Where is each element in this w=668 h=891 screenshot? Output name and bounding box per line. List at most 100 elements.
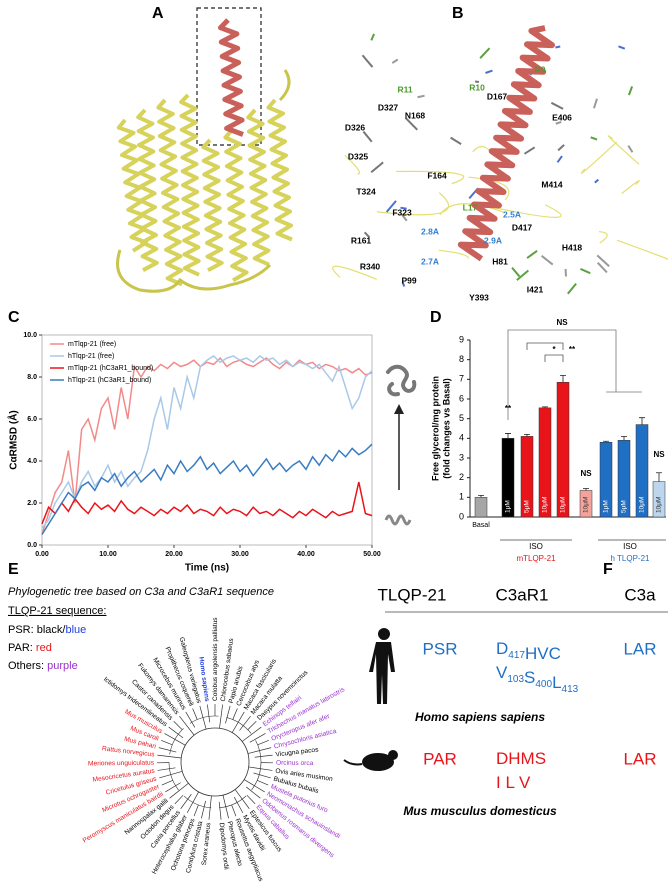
helix — [136, 108, 159, 272]
panel-letter: A — [152, 5, 164, 22]
tree-branch — [185, 711, 196, 728]
legend-label: hTlqp-21 (free) — [68, 353, 114, 360]
y-tick-label: 8.0 — [27, 374, 37, 381]
group-label: ISO — [529, 542, 543, 551]
peptide-helix — [218, 18, 245, 137]
bracket — [544, 354, 564, 362]
residue-label: F323 — [392, 207, 412, 217]
tree-title: Phylogenetic tree based on C3a and C3aR1… — [8, 586, 274, 598]
side-chain — [594, 178, 599, 184]
side-chain — [479, 47, 491, 59]
panel-letter: D — [430, 309, 442, 326]
helix — [266, 98, 293, 242]
residue-label: P99 — [401, 275, 416, 285]
residue-number: 417 — [508, 650, 525, 661]
residue-label: H81 — [492, 256, 508, 266]
side-chain — [417, 94, 425, 99]
residue: DHMS — [496, 749, 546, 768]
x-tick-label: 40.00 — [297, 551, 315, 558]
bracket — [507, 329, 617, 420]
key-part: red — [36, 642, 52, 654]
y-tick-label: 2.0 — [27, 500, 37, 507]
error-bar — [505, 433, 511, 439]
bar — [474, 497, 488, 518]
helix — [179, 93, 201, 277]
side-chain — [361, 54, 374, 68]
arrow-head — [394, 404, 404, 414]
tree-branch — [158, 747, 177, 753]
residue-label: I421 — [527, 284, 544, 294]
leaf-label: Sorex araneus — [201, 822, 213, 866]
tree-branch — [159, 770, 183, 779]
key-part: PSR: black/ — [8, 624, 66, 636]
column-header: C3aR1 — [496, 585, 549, 604]
residue-label: R161 — [351, 235, 372, 245]
residue-number: 400 — [535, 679, 552, 690]
residue: L — [552, 673, 561, 692]
loop — [598, 231, 608, 244]
side-chain — [485, 69, 493, 74]
tree-branch — [249, 733, 266, 743]
tree-branch — [248, 766, 273, 771]
residue-label: Y393 — [469, 292, 489, 302]
tree-branch — [168, 726, 184, 739]
y-tick-label: 6 — [459, 393, 464, 403]
side-chain — [400, 213, 408, 222]
residue-label: R11 — [397, 84, 412, 94]
y-axis-label: CαRMSD (Å) — [7, 410, 20, 469]
tree-branch — [201, 800, 206, 819]
helix — [201, 138, 224, 273]
tree-branch — [199, 705, 207, 730]
side-chain — [628, 86, 634, 96]
leaf-label: Colobus angolensis palliatus — [212, 617, 219, 701]
tree-branch — [173, 721, 183, 730]
side-chain — [370, 161, 384, 173]
tree-branch — [219, 704, 223, 729]
significance: NS — [653, 450, 665, 459]
bracket — [526, 342, 564, 350]
receptor-residues: D417HVC — [496, 639, 561, 663]
helix — [246, 108, 271, 267]
loop — [344, 154, 361, 175]
side-chain — [590, 136, 598, 141]
residue-label: D326 — [345, 122, 366, 132]
tree-branch — [239, 715, 251, 731]
residue-number: 413 — [562, 684, 579, 695]
residue: HVC — [525, 644, 561, 663]
legend-label: mTlqp-21 (hC3aR1_bound) — [68, 365, 153, 372]
significance: * — [552, 345, 556, 354]
bar-category-label: 10μM — [639, 497, 646, 513]
tree-branch — [157, 754, 182, 759]
leaf-label: Dipodomys ordii — [218, 822, 230, 870]
significance: NS — [580, 469, 592, 478]
y-tick-label: 6.0 — [27, 416, 37, 423]
tree-branch — [169, 782, 189, 799]
y-tick-label: 4.0 — [27, 458, 37, 465]
tree-branch — [231, 804, 237, 817]
y-tick-label: 9 — [459, 334, 464, 344]
leaf-label: Meriones unguiculatus — [88, 760, 155, 768]
key-part: blue — [65, 624, 86, 636]
bar-category-label: 10μM — [583, 497, 590, 513]
plot-frame — [41, 334, 373, 546]
residue-label: D327 — [378, 102, 399, 112]
residue-number: 103 — [507, 674, 524, 685]
species-name: Homo sapiens sapiens — [415, 710, 545, 724]
y-tick-label: 5 — [459, 413, 464, 423]
key-part: purple — [47, 660, 78, 672]
tree-branch — [253, 772, 271, 779]
side-chain — [370, 33, 376, 41]
residue-label: M414 — [541, 179, 563, 189]
side-chain — [618, 45, 626, 50]
x-tick-label: 30.00 — [231, 551, 249, 558]
side-chain — [511, 267, 521, 278]
helix — [223, 128, 249, 283]
residue-label: 2.5A — [503, 209, 521, 219]
bar-category-label: 10μM — [560, 497, 567, 513]
y-tick-label: 3 — [459, 452, 464, 462]
error-bar — [656, 472, 662, 482]
group-name: h TLQP-21 — [611, 554, 651, 563]
tree-branch — [241, 726, 262, 742]
error-bar — [603, 440, 609, 443]
